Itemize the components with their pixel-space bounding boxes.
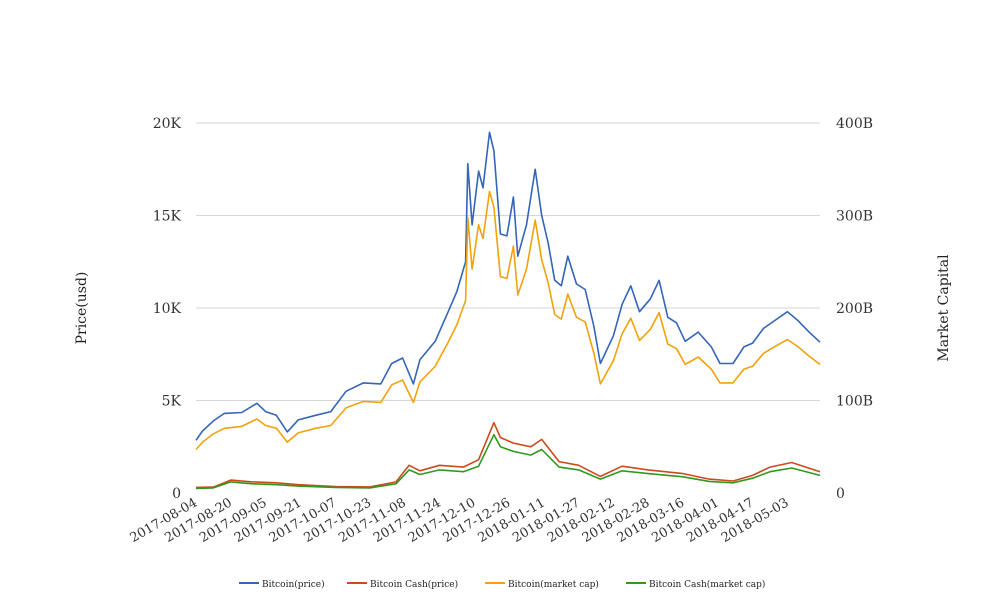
left-y-tick-label: 20K bbox=[153, 116, 182, 132]
right-y-tick-label: 100B bbox=[836, 394, 873, 410]
series-line-bitcoin-cash-price bbox=[195, 421, 821, 489]
legend-label: Bitcoin(market cap) bbox=[508, 579, 599, 590]
legend-label: Bitcoin(price) bbox=[262, 579, 325, 590]
series-lines bbox=[195, 131, 821, 490]
x-axis: 2017-08-042017-08-202017-09-052017-09-21… bbox=[128, 495, 792, 545]
left-y-tick-label: 10K bbox=[153, 301, 182, 317]
right-y-tick-label: 200B bbox=[836, 301, 873, 317]
right-y-tick-label: 0 bbox=[836, 486, 845, 502]
left-y-axis-label: Price(usd) bbox=[74, 272, 90, 345]
left-y-tick-label: 0 bbox=[172, 486, 181, 502]
legend: Bitcoin(price) Bitcoin Cash(price) Bitcoin… bbox=[239, 579, 765, 590]
series-line-bitcoin-cash-market-cap bbox=[195, 433, 821, 490]
series-line-bitcoin-price bbox=[195, 131, 821, 441]
right-y-tick-label: 400B bbox=[836, 116, 873, 132]
legend-label: Bitcoin Cash(market cap) bbox=[649, 579, 765, 590]
right-y-axis: 0 100B 200B 300B 400B bbox=[836, 116, 873, 502]
left-y-axis: 0 5K 10K 15K 20K bbox=[153, 116, 182, 502]
left-y-tick-label: 15K bbox=[153, 209, 182, 225]
gridlines bbox=[196, 122, 820, 401]
right-y-axis-label: Market Capital bbox=[936, 254, 952, 362]
left-y-tick-label: 5K bbox=[162, 394, 182, 410]
legend-label: Bitcoin Cash(price) bbox=[370, 579, 458, 590]
right-y-tick-label: 300B bbox=[836, 209, 873, 225]
series-line-bitcoin-market-cap bbox=[195, 190, 821, 451]
